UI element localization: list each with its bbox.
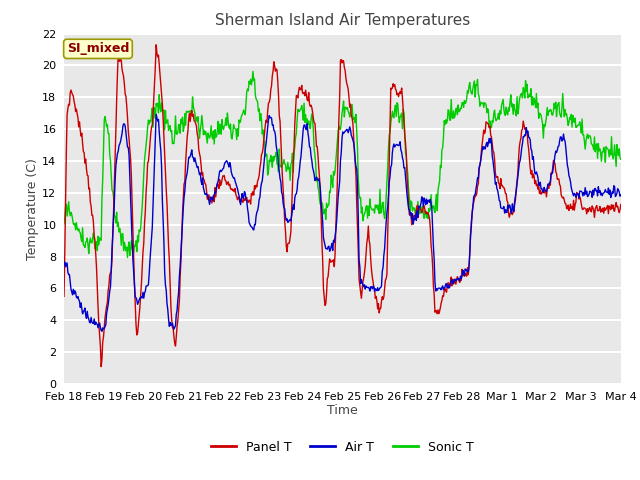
X-axis label: Time: Time (327, 405, 358, 418)
Text: SI_mixed: SI_mixed (67, 42, 129, 55)
Title: Sherman Island Air Temperatures: Sherman Island Air Temperatures (215, 13, 470, 28)
Y-axis label: Temperature (C): Temperature (C) (26, 158, 39, 260)
Legend: Panel T, Air T, Sonic T: Panel T, Air T, Sonic T (206, 436, 479, 459)
